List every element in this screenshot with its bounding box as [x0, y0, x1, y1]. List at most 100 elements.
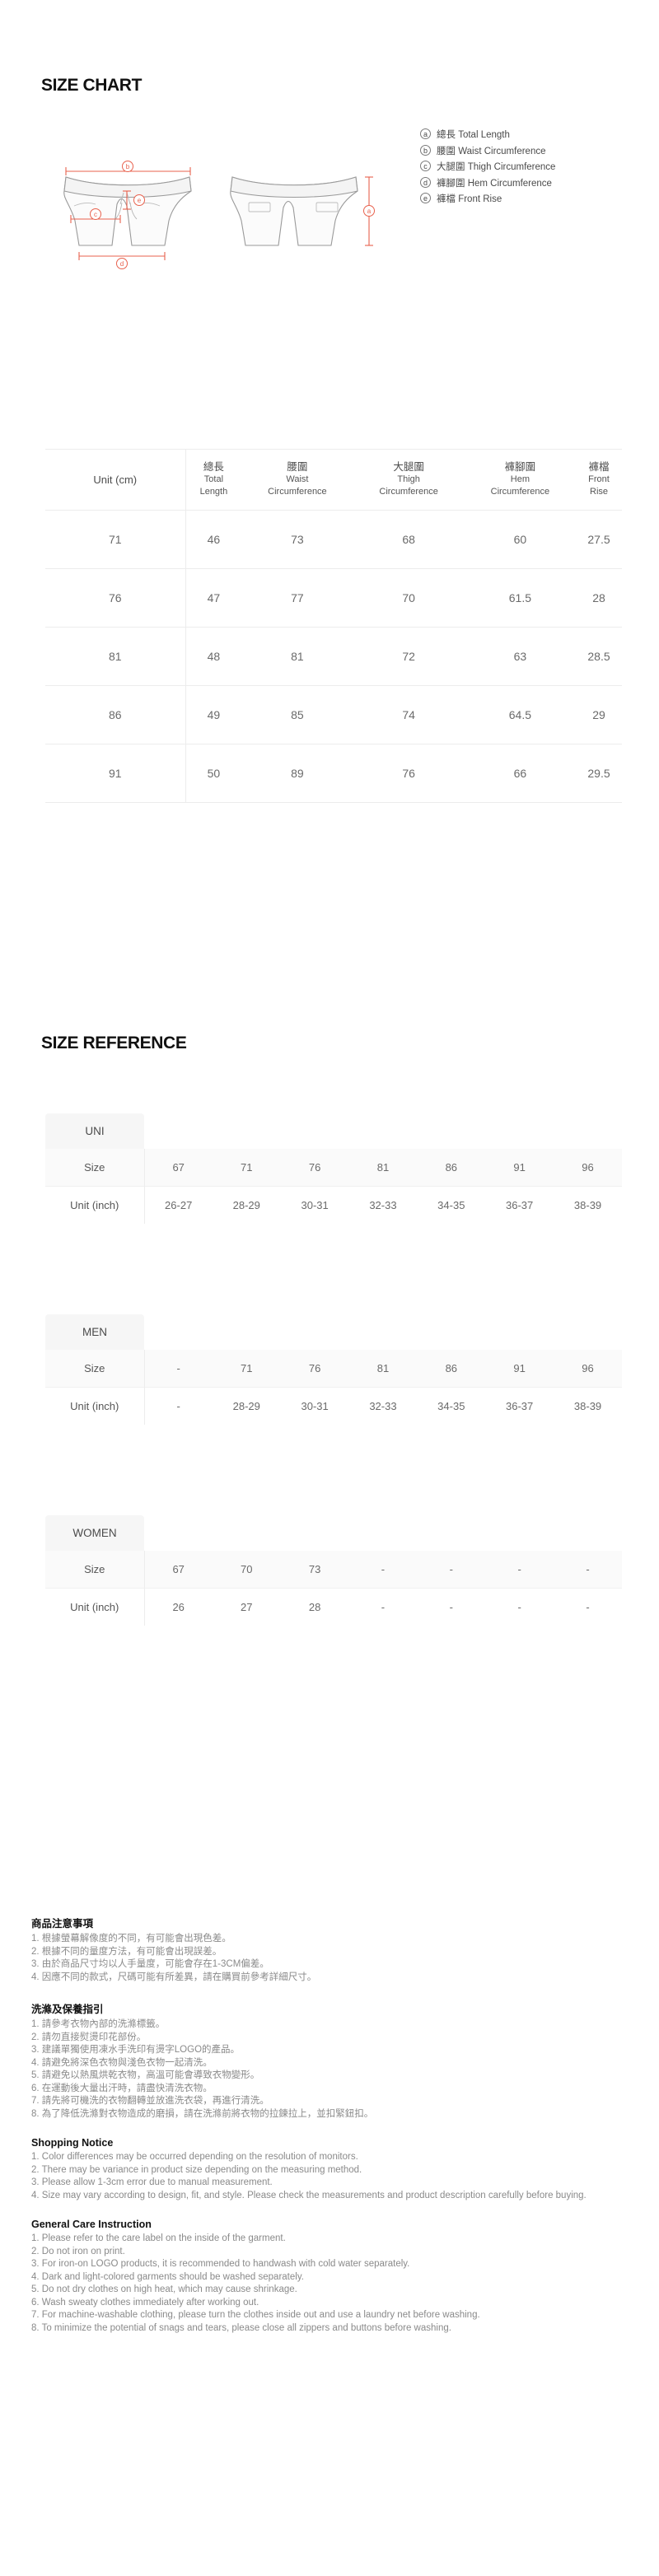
col-en1: Hem: [510, 474, 530, 484]
cell: 29: [576, 685, 622, 744]
marker-e-icon: e: [420, 193, 431, 203]
table-row: 71 46 73 68 60 27.5: [45, 510, 622, 569]
legend-item: a 總長 Total Length: [420, 128, 555, 144]
uni-size-table: UNI Size 67 71 76 81 86 91 96 Unit (inch…: [45, 1113, 622, 1224]
legend-item: c 大腿圍 Thigh Circumference: [420, 160, 555, 176]
cell: -: [144, 1350, 213, 1388]
cell: 89: [241, 744, 353, 803]
note-heading: Shopping Notice: [31, 2137, 114, 2149]
note-list: 1. Color differences may be occurred dep…: [31, 2151, 641, 2202]
legend-label-zh: 褲腳圍: [437, 178, 465, 189]
cell: 34-35: [417, 1387, 486, 1425]
cell: 76: [353, 744, 465, 803]
cell: 30-31: [280, 1186, 349, 1224]
men-size-table: MEN Size - 71 76 81 86 91 96 Unit (inch)…: [45, 1314, 622, 1425]
cell: -: [144, 1387, 213, 1425]
spacer-cell: [144, 1515, 622, 1551]
cell: 96: [554, 1149, 622, 1187]
cell: 72: [353, 627, 465, 686]
legend-label-zh: 大腿圍: [437, 162, 465, 172]
col-en1: Front: [588, 474, 610, 484]
cell: 71: [212, 1350, 281, 1388]
legend-item: e 褲檔 Front Rise: [420, 192, 555, 208]
legend-label-zh: 總長: [437, 130, 456, 140]
cell: 91: [485, 1149, 554, 1187]
cell: 32-33: [348, 1186, 418, 1224]
reference-table-men: MEN Size - 71 76 81 86 91 96 Unit (inch)…: [45, 1314, 622, 1425]
note-item: 1. Please refer to the care label on the…: [31, 2233, 286, 2243]
measure-markers: b e c d a: [90, 161, 375, 269]
note-item: 6. Wash sweaty clothes immediately after…: [31, 2297, 259, 2308]
row-label: Unit (inch): [45, 1186, 145, 1224]
note-item: 4. 因應不同的款式，尺碼可能有所差異，請在購買前參考詳細尺寸。: [31, 1972, 317, 1982]
table-row: 86 49 85 74 64.5 29: [45, 685, 622, 744]
shorts-front-outline: [63, 176, 192, 246]
note-list: 1. 請參考衣物內部的洗滌標籤。 2. 請勿直接熨燙印花部份。 3. 建議單獨使…: [31, 2018, 641, 2121]
cell: 81: [348, 1350, 418, 1388]
category-row: WOMEN: [45, 1515, 622, 1551]
svg-text:c: c: [94, 211, 97, 218]
cell: -: [554, 1588, 622, 1626]
cell: -: [348, 1551, 418, 1589]
note-item: 5. 請避免以熱風烘乾衣物，高溫可能會導致衣物變形。: [31, 2070, 260, 2080]
cell: 63: [464, 627, 577, 686]
legend-item: b 腰圍 Waist Circumference: [420, 144, 555, 161]
note-item: 4. Size may vary according to design, fi…: [31, 2190, 587, 2200]
marker-c-icon: c: [420, 161, 431, 171]
marker-b-icon: b: [420, 144, 431, 156]
cell: -: [554, 1551, 622, 1589]
table-row: 81 48 81 72 63 28.5: [45, 627, 622, 686]
marker-a-icon: a: [420, 128, 431, 139]
cell: 81: [241, 627, 353, 686]
note-group-shopping-notice: Shopping Notice 1. Color differences may…: [31, 2137, 641, 2202]
cell: 76: [45, 568, 186, 628]
note-heading: 洗滌及保養指引: [31, 2004, 104, 2015]
col-zh: 褲檔: [588, 461, 610, 473]
cell: 28-29: [212, 1186, 281, 1224]
cell: 36-37: [485, 1186, 554, 1224]
col-zh: 褲腳圍: [504, 461, 536, 473]
row-label: Unit (inch): [45, 1588, 145, 1626]
measurement-table-body: 71 46 73 68 60 27.5 76 47 77 70 61.5 28 …: [45, 510, 622, 803]
column-header-hem: 褲腳圍 Hem Circumference: [464, 449, 577, 511]
reference-table-uni: UNI Size 67 71 76 81 86 91 96 Unit (inch…: [45, 1113, 622, 1224]
note-item: 1. 請參考衣物內部的洗滌標籤。: [31, 2019, 166, 2029]
cell: 70: [353, 568, 465, 628]
column-header-total-length: 總長 Total Length: [185, 449, 242, 511]
note-list: 1. 根據螢幕解像度的不同，有可能會出現色差。 2. 根據不同的量度方法，有可能…: [31, 1933, 641, 1984]
row-label: Size: [45, 1551, 145, 1589]
inch-row: Unit (inch) - 28-29 30-31 32-33 34-35 36…: [45, 1387, 622, 1425]
cell: 27.5: [576, 510, 622, 569]
cell: -: [417, 1551, 486, 1589]
note-group-general-care: General Care Instruction 1. Please refer…: [31, 2219, 641, 2335]
category-label: MEN: [45, 1314, 144, 1350]
cell: 71: [212, 1149, 281, 1187]
marker-d-icon: d: [420, 176, 431, 188]
spacer-cell: [144, 1113, 622, 1149]
note-group-wash-care-zh: 洗滌及保養指引 1. 請參考衣物內部的洗滌標籤。 2. 請勿直接熨燙印花部份。 …: [31, 2000, 641, 2121]
note-item: 1. 根據螢幕解像度的不同，有可能會出現色差。: [31, 1934, 231, 1944]
cell: 38-39: [554, 1186, 622, 1224]
note-item: 2. 根據不同的量度方法，有可能會出現誤差。: [31, 1946, 222, 1957]
cell: 86: [417, 1350, 486, 1388]
legend-label-en: Waist Circumference: [458, 146, 546, 156]
cell: 76: [280, 1149, 349, 1187]
shorts-diagram-svg: b e c d a: [63, 161, 375, 269]
cell: 60: [464, 510, 577, 569]
row-label: Unit (inch): [45, 1387, 145, 1425]
legend-label-en: Thigh Circumference: [467, 162, 556, 172]
cell: 91: [45, 744, 186, 803]
category-label: UNI: [45, 1113, 144, 1149]
legend-label-en: Front Rise: [458, 194, 502, 204]
cell: 36-37: [485, 1387, 554, 1425]
svg-text:e: e: [138, 197, 142, 204]
note-item: 5. Do not dry clothes on high heat, whic…: [31, 2284, 297, 2294]
col-en1: Thigh: [397, 474, 420, 484]
row-label: Size: [45, 1149, 145, 1187]
cell: -: [485, 1551, 554, 1589]
cell: 74: [353, 685, 465, 744]
cell: 85: [241, 685, 353, 744]
note-item: 2. There may be variance in product size…: [31, 2164, 362, 2175]
cell: 28: [576, 568, 622, 628]
category-row: UNI: [45, 1113, 622, 1149]
